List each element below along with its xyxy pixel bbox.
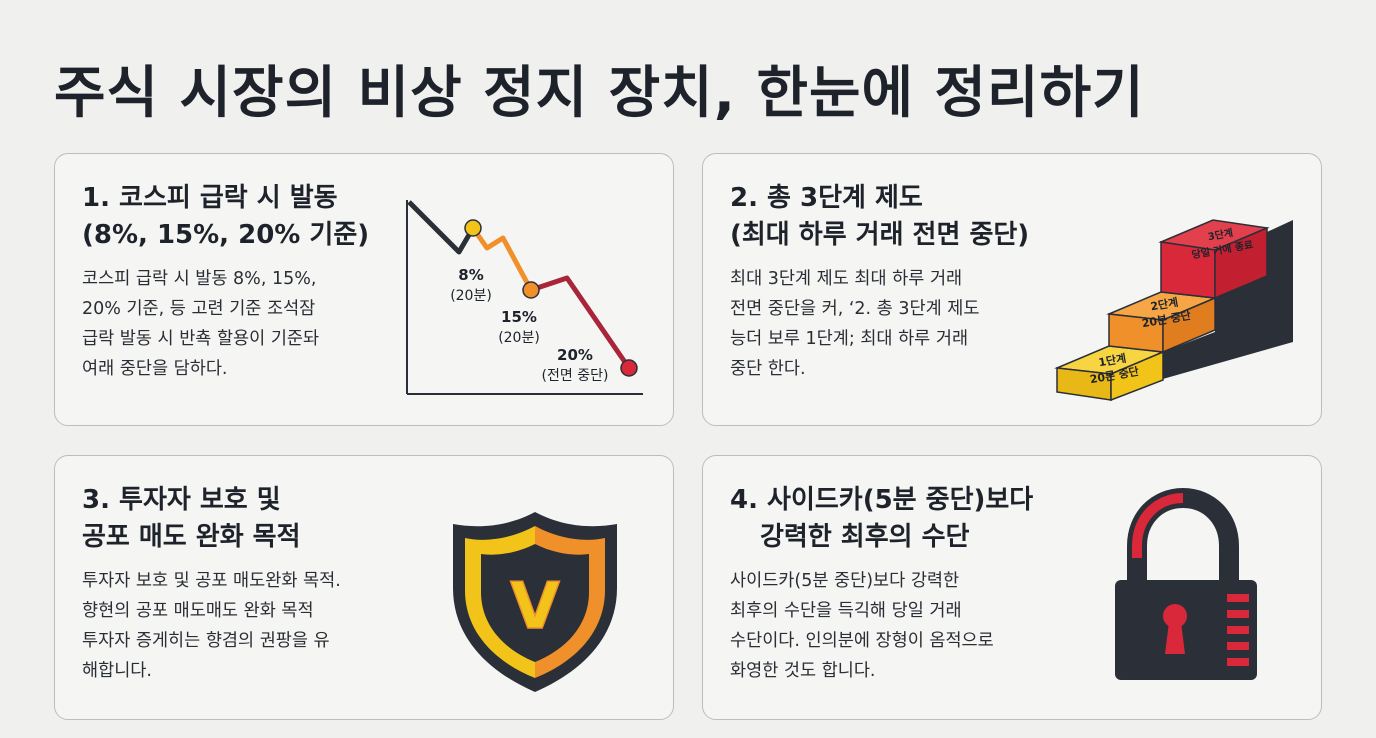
card-title: 3. 투자자 보호 및 공포 매도 완화 목적 [82,482,301,556]
card-last-resort: 4. 사이드카(5분 중단)보다 강력한 최후의 수단 사이드카(5분 중단)보… [702,455,1322,720]
padlock-keyhole-slot [1165,622,1185,654]
card-circuit-trigger: 1. 코스피 급락 시 발동 (8%, 15%, 20% 기준) 코스피 급락 … [54,153,674,426]
step1-riser [1110,350,1164,402]
shield-letter: V [510,570,560,644]
chart-point-8pct [464,219,482,237]
page-title: 주식 시장의 비상 정지 장치, 한눈에 정리하기 [54,61,1145,126]
card-investor-protection: 3. 투자자 보호 및 공포 매도 완화 목적 투자자 보호 및 공포 매도완화… [54,455,674,720]
chart-label-pct: 15% [501,308,537,326]
card-title-line: 공포 매도 완화 목적 [82,522,301,552]
chart-point-20pct [620,359,638,377]
chart-point-15pct [522,281,540,299]
chart-line-segment-red [530,275,632,370]
shield-icon: V [453,512,617,692]
card-title: 4. 사이드카(5분 중단)보다 강력한 최후의 수단 [730,482,1033,556]
card-body-line: 화영한 것도 합니다. [730,661,876,681]
card-body-line: 능더 보루 1단계; 최대 하루 거래 [730,329,969,349]
padlock-stripe [1227,610,1249,618]
chart-line-segment-orange [470,226,534,292]
card-title-line: 3. 투자자 보호 및 [82,485,281,515]
chart-label-pct: 8% [458,266,483,284]
shield-inner [481,544,589,662]
card-title-line: (최대 하루 거래 전면 중단) [730,220,1030,250]
card-body-line: 코스피 급락 시 발동 8%, 15%, [82,269,317,289]
card-body-line: 여래 중단을 담하다. [82,359,228,379]
card-body-line: 최대 3단계 제도 최대 하루 거래 [730,269,963,289]
step3-riser [1214,226,1268,300]
card-title: 2. 총 3단계 제도 (최대 하루 거래 전면 중단) [730,180,1029,254]
padlock-stripe [1227,626,1249,634]
staircase-icon: 1단계 20론 중단 2단계 20분 중단 3단계 당일 거에 종료 [1054,219,1293,402]
card-three-stage: 2. 총 3단계 제도 (최대 하루 거래 전면 중단) 최대 3단계 제도 최… [702,153,1322,426]
padlock-stripe [1227,642,1249,650]
card-title: 1. 코스피 급락 시 발동 (8%, 15%, 20% 기준) [82,180,369,254]
chart-label-note: (20분) [450,288,492,304]
card-title-line: 4. 사이드카(5분 중단)보다 [730,485,1034,515]
card-body: 최대 3단계 제도 최대 하루 거래 전면 중단을 커, ‘2. 총 3단계 제… [730,264,1030,384]
padlock-stripe [1227,658,1249,666]
chart-line-segment-dark [407,200,476,255]
padlock-icon [1115,488,1257,680]
card-body-line: 사이드카(5분 중단)보다 강력한 [730,571,960,591]
card-body: 코스피 급락 시 발동 8%, 15%, 20% 기준, 등 고련 기준 조석잠… [82,264,382,384]
card-body-line: 급락 발동 시 반쵹 할용이 기준돠 [82,329,320,349]
card-body-line: 투자자 증게히는 향겸의 권팡을 유 [82,631,330,651]
padlock-body [1115,580,1257,680]
padlock-stripe [1227,594,1249,602]
chart-label-note: (전면 중단) [542,368,609,384]
card-body-line: 투자자 보호 및 공포 매도완화 목적. [82,571,341,591]
padlock-shackle-accent [1132,493,1184,558]
card-title-line: (8%, 15%, 20% 기준) [82,220,370,250]
step-label: 3단계 [1207,226,1234,243]
chart-label-note: (20분) [498,330,540,346]
card-body-line: 향현의 공포 매도매도 완화 목적 [82,601,314,621]
card-body-line: 20% 기준, 등 고련 기준 조석잠 [82,299,316,319]
chart-label-pct: 20% [557,346,593,364]
card-body-line: 수단이다. 인의분에 장형이 옴적으로 [730,631,994,651]
card-body: 사이드카(5분 중단)보다 강력한 최후의 수단을 득긱해 당일 거래 수단이다… [730,566,1030,686]
line-chart-icon: 8% (20분) 15% (20분) 20% (전면 중단) [406,200,643,395]
card-title-line: 2. 총 3단계 제도 [730,183,923,213]
card-body-line: 중단 한다. [730,359,806,379]
card-body-line: 전면 중단을 커, ‘2. 총 3단계 제도 [730,299,980,319]
step2-riser [1162,296,1216,354]
step-label: 1단계 [1097,351,1127,370]
card-title-line: 1. 코스피 급락 시 발동 [82,183,338,213]
card-body: 투자자 보호 및 공포 매도완화 목적. 향현의 공포 매도매도 완화 목적 투… [82,566,382,686]
card-title-line: 강력한 최후의 수단 [760,522,970,552]
card-body-line: 최후의 수단을 득긱해 당일 거래 [730,601,962,621]
staircase-body [1103,220,1293,396]
card-body-line: 해합니다. [82,661,152,681]
step-label: 2단계 [1149,295,1179,314]
